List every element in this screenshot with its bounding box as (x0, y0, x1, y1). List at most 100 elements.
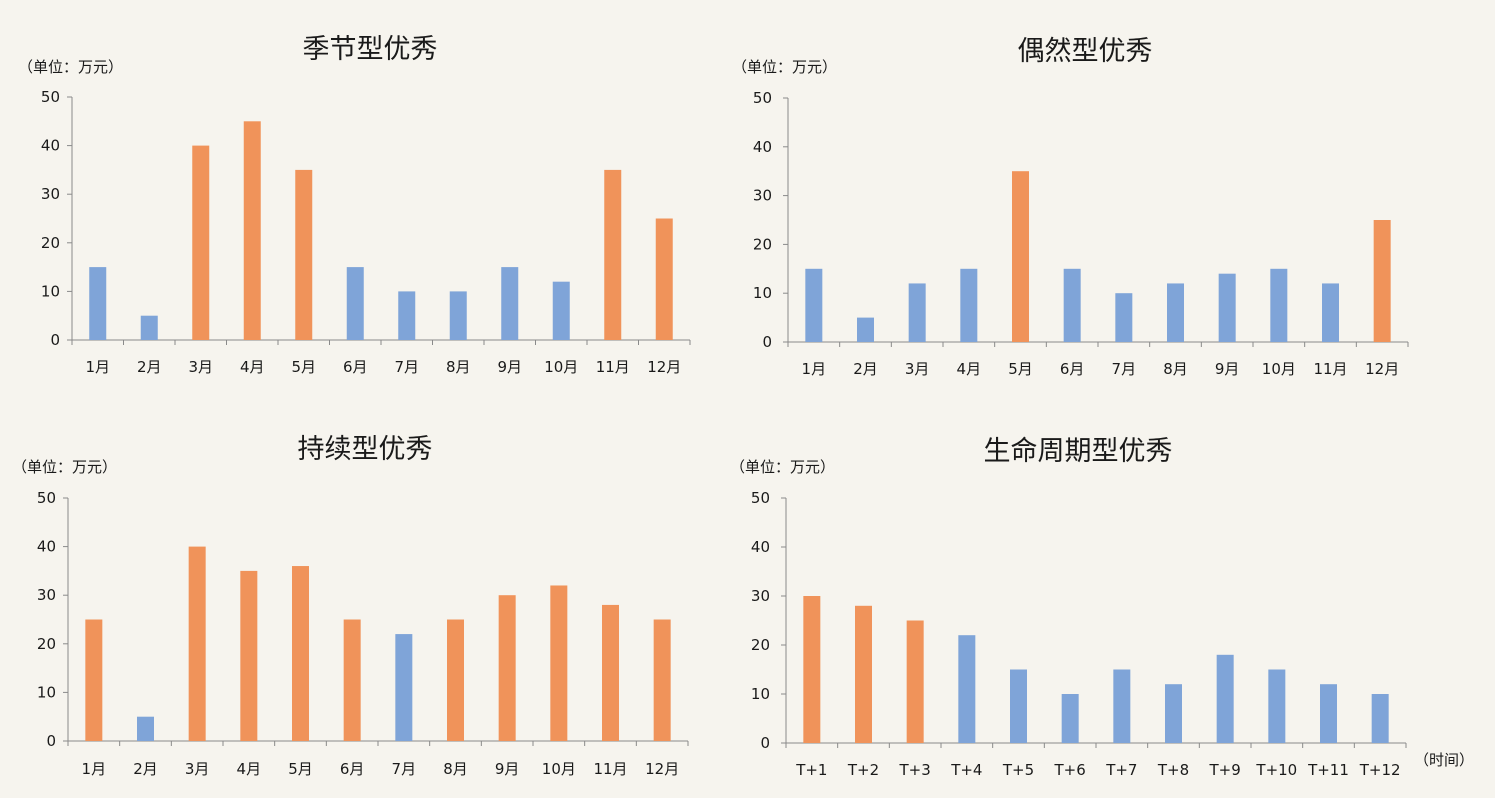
bar (447, 619, 464, 741)
bar (449, 291, 467, 340)
y-tick-label: 0 (760, 734, 770, 752)
bar (602, 604, 619, 741)
bar (346, 267, 364, 340)
x-tick-label: T+1 (795, 761, 827, 779)
x-tick-label: 5月 (1008, 360, 1033, 378)
y-tick-label: 40 (41, 137, 60, 155)
x-tick-label: 10月 (542, 760, 576, 778)
y-tick-label: 0 (50, 331, 60, 349)
x-tick-label: 12月 (647, 358, 681, 376)
bar (243, 121, 261, 340)
bar (1373, 220, 1391, 342)
bar (855, 605, 872, 743)
x-tick-label: T+7 (1105, 761, 1137, 779)
x-tick-label: 3月 (185, 760, 210, 778)
x-tick-label: 9月 (1215, 360, 1240, 378)
x-tick-label: 6月 (340, 760, 365, 778)
bar (498, 595, 516, 741)
bar (1010, 669, 1027, 743)
bar (857, 317, 874, 342)
x-tick-label: T+12 (1359, 761, 1401, 779)
bar (1218, 273, 1236, 342)
x-tick-label: 4月 (957, 360, 982, 378)
bar (803, 596, 821, 743)
x-tick-label: 7月 (1112, 360, 1137, 378)
bar (295, 169, 313, 340)
bar (1012, 171, 1029, 342)
x-tick-label: 5月 (291, 358, 316, 376)
x-tick-label: 7月 (394, 358, 419, 376)
bar (343, 619, 361, 741)
y-tick-label: 10 (753, 284, 772, 302)
bar (1167, 283, 1184, 342)
bar (1270, 268, 1288, 342)
bar (1113, 669, 1131, 743)
bar (1063, 268, 1081, 342)
bar (1061, 694, 1079, 743)
x-tick-label: 11月 (596, 358, 630, 376)
y-tick-label: 20 (37, 635, 56, 653)
unit-label: （单位：万元） (18, 58, 123, 76)
chart-panel-occasional: 偶然型优秀 （单位：万元） 0 10 20 30 40 50 1月 2月 3月 4月 5月 6月 7月 8… (732, 36, 1409, 378)
x-tick-label: 4月 (237, 760, 262, 778)
chart-title: 季节型优秀 (303, 34, 438, 65)
bar (908, 283, 926, 342)
bar (655, 218, 673, 340)
x-tick-label: 8月 (443, 760, 468, 778)
x-tick-label: 10月 (1262, 360, 1296, 378)
bar (653, 619, 671, 741)
x-tick-label: 2月 (853, 360, 878, 378)
y-tick-label: 10 (37, 683, 56, 701)
bar (1165, 684, 1182, 743)
x-tick-label: 12月 (1365, 360, 1399, 378)
y-tick-label: 50 (41, 88, 60, 106)
unit-label: （单位：万元） (730, 458, 835, 476)
x-tick-label: T+5 (1002, 761, 1034, 779)
x-tick-label: 6月 (1060, 360, 1085, 378)
bar (958, 635, 976, 743)
x-tick-label: 10月 (544, 358, 578, 376)
x-tick-label: 2月 (137, 358, 162, 376)
bar (1322, 283, 1339, 342)
bar (240, 570, 258, 741)
y-tick-label: 50 (751, 489, 770, 507)
y-tick-label: 30 (753, 187, 772, 205)
y-tick-label: 40 (753, 138, 772, 156)
y-tick-label: 50 (753, 89, 772, 107)
x-tick-label: 11月 (593, 760, 627, 778)
chart-title: 持续型优秀 (298, 434, 433, 465)
bar (552, 281, 570, 340)
x-tick-label: T+11 (1307, 761, 1349, 779)
chart-panel-continuous: 持续型优秀 （单位：万元） 0 10 20 30 40 50 1月 2月 3月 4月 5月 6月 7月 8… (12, 434, 689, 778)
x-tick-label: T+4 (950, 761, 982, 779)
bar (1216, 654, 1234, 743)
bar (85, 619, 103, 741)
bar (89, 267, 107, 340)
bar (960, 268, 978, 342)
x-tick-label: T+3 (899, 761, 931, 779)
y-tick-label: 30 (37, 586, 56, 604)
bar (395, 634, 413, 741)
chart-title: 生命周期型优秀 (984, 436, 1173, 467)
bar (1371, 694, 1389, 743)
x-tick-label: 11月 (1313, 360, 1347, 378)
y-tick-label: 40 (751, 538, 770, 556)
bar (550, 585, 568, 741)
x-tick-label: 2月 (133, 760, 158, 778)
x-tick-label: 9月 (495, 760, 520, 778)
chart-panel-seasonal: 季节型优秀 （单位：万元） 0 10 20 30 40 50 1月 2月 3月 4月 5月 6月 7月 8… (18, 34, 691, 376)
x-tick-label: 4月 (240, 358, 265, 376)
x-tick-label: T+10 (1255, 761, 1297, 779)
x-tick-label: T+8 (1157, 761, 1189, 779)
bar (188, 546, 206, 741)
x-tick-label: 7月 (392, 760, 417, 778)
x-tick-label: 12月 (645, 760, 679, 778)
y-tick-label: 20 (41, 234, 60, 252)
x-tick-label: T+2 (847, 761, 879, 779)
y-tick-label: 50 (37, 489, 56, 507)
x-tick-label: 3月 (188, 358, 213, 376)
y-tick-label: 20 (751, 636, 770, 654)
x-tick-label: 3月 (905, 360, 930, 378)
bar (137, 716, 154, 741)
